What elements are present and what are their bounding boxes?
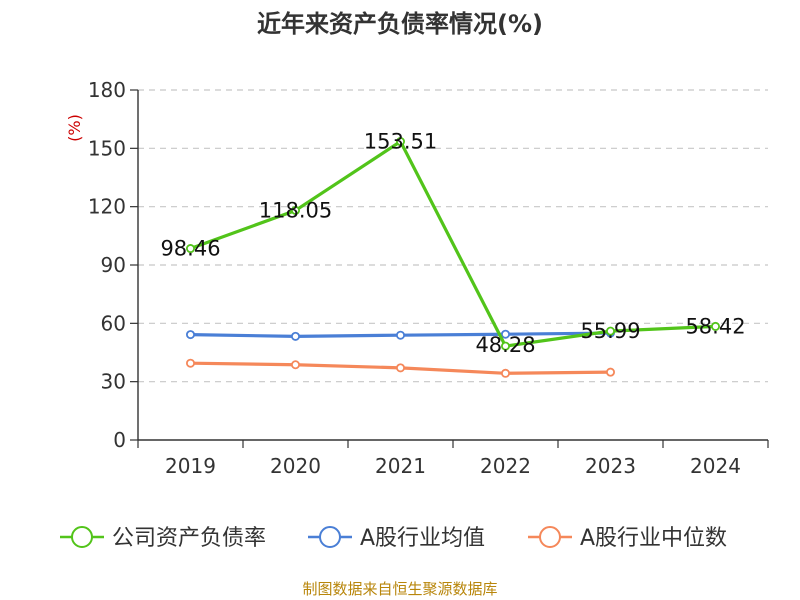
x-tick-label: 2020 <box>270 454 321 478</box>
chart-title: 近年来资产负债率情况(%) <box>257 10 543 38</box>
y-tick-label: 30 <box>101 370 126 394</box>
data-point <box>185 244 195 254</box>
legend-label: 公司资产负债率 <box>112 526 266 551</box>
data-label: 118.05 <box>259 198 332 222</box>
x-tick-label: 2022 <box>480 454 531 478</box>
x-tick-label: 2023 <box>585 454 636 478</box>
data-point <box>500 329 510 339</box>
data-point <box>500 341 510 351</box>
data-labels: 98.46 118.05 153.51 48.28 55.99 58.42 <box>160 130 745 358</box>
data-point <box>606 367 616 377</box>
data-label: 98.46 <box>160 237 220 261</box>
legend-label: A股行业均值 <box>360 526 485 551</box>
y-axis-label: (%) <box>65 114 84 142</box>
y-tick-label: 60 <box>101 311 126 335</box>
data-point <box>185 358 195 368</box>
legend-label: A股行业中位数 <box>580 526 727 551</box>
data-point <box>185 330 195 340</box>
legend-swatch-marker <box>71 526 93 548</box>
series-line <box>189 139 716 348</box>
axes: 0 30 60 90 120 150 180(%) 2019 2020 2021 2022 2023 2… <box>65 78 769 478</box>
y-tick-label: 120 <box>88 195 126 219</box>
data-point <box>500 368 510 378</box>
y-tick-label: 90 <box>101 253 126 277</box>
data-point <box>711 321 721 331</box>
data-label: 48.28 <box>475 333 535 357</box>
y-tick-label: 0 <box>113 428 126 452</box>
source-note: 制图数据来自恒生聚源数据库 <box>302 580 498 598</box>
data-point <box>606 326 616 336</box>
legend-swatch-marker <box>539 526 561 548</box>
data-point <box>395 363 405 373</box>
data-point <box>290 360 300 370</box>
x-tick-label: 2024 <box>690 454 741 478</box>
data-point <box>290 331 300 341</box>
data-point <box>395 330 405 340</box>
data-point <box>290 205 300 215</box>
data-point <box>395 137 405 147</box>
series-lines <box>185 137 721 378</box>
legend: 公司资产负债率 A股行业均值 A股行业中位数 <box>60 526 727 551</box>
data-label: 58.42 <box>685 314 745 338</box>
legend-swatch-marker <box>319 526 341 548</box>
y-tick-label: 180 <box>88 78 126 102</box>
data-label: 153.51 <box>364 130 437 154</box>
x-tick-label: 2021 <box>375 454 426 478</box>
y-tick-label: 150 <box>88 136 126 160</box>
grid-lines <box>138 89 768 383</box>
data-label: 55.99 <box>580 319 640 343</box>
x-tick-label: 2019 <box>165 454 216 478</box>
